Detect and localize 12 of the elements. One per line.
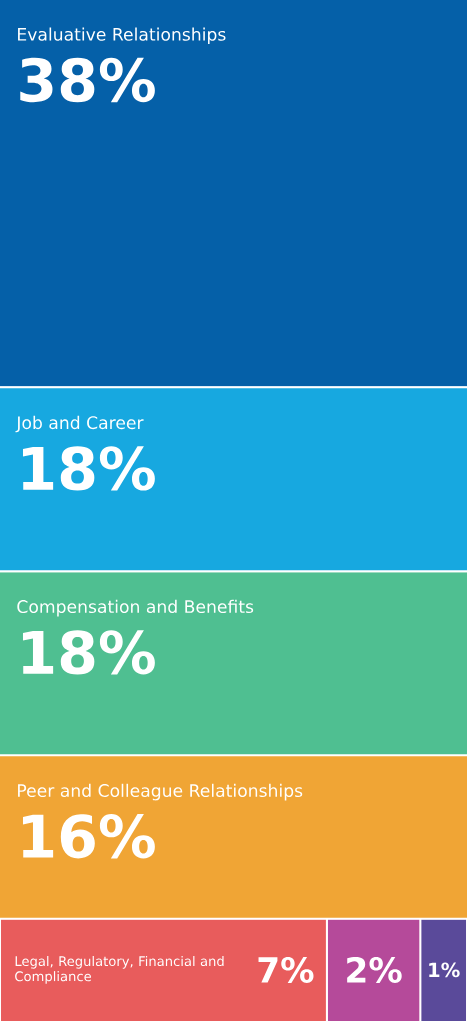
data-label: 7%: [258, 956, 314, 983]
data-label: 18%: [22, 446, 155, 491]
data-label: 16%: [22, 814, 155, 859]
data-label: 38%: [20, 57, 155, 103]
data-label: 18%: [22, 630, 155, 675]
category-label: Legal, Regulatory, Financial and Compliance: [15, 955, 224, 984]
data-label: 1%: [429, 962, 460, 978]
category-label: Compensation and Benefits: [17, 599, 254, 617]
category-label: Job and Career: [15, 415, 144, 433]
category-label: Peer and Colleague Relationships: [18, 783, 303, 801]
category-label: Evaluative Relationships: [18, 27, 226, 45]
data-label: 2%: [347, 956, 402, 983]
